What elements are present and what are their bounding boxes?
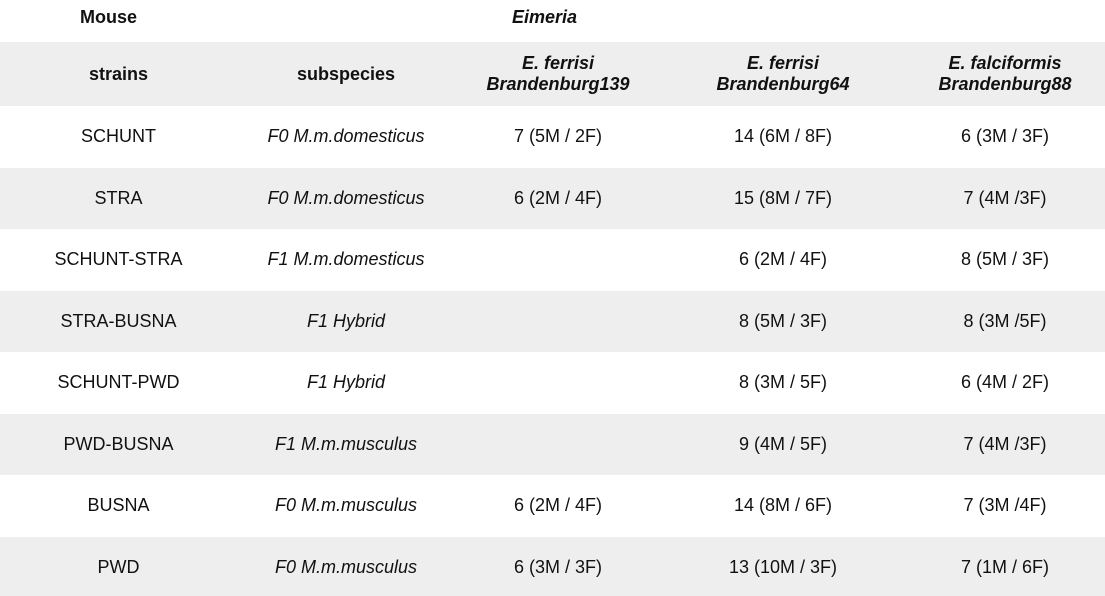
cell-parasite-1: 6 (2M / 4F) [513,187,602,208]
cell-parasite-1 [455,229,661,291]
cell-parasite-2: 8 (5M / 3F) [738,310,827,331]
table-row: STRA-BUSNA F1 Hybrid 8 (5M / 3F) 8 (3M /… [0,290,1105,353]
cell-strain: STRA [94,187,143,208]
header-parasite-3-species: E. falciformis [948,53,1062,73]
cell-strain: SCHUNT-PWD [57,372,180,393]
cell-parasite-3: 7 (1M / 6F) [960,556,1049,577]
column-header-row: strains subspecies E. ferrisi Brandenbur… [0,42,1105,106]
cell-subspecies: F0 M.m.musculus [274,556,418,577]
table-row: SCHUNT-PWD F1 Hybrid 8 (3M / 5F) 6 (4M /… [0,352,1105,414]
mouse-group-label: Mouse [80,7,138,27]
cell-parasite-1: 6 (2M / 4F) [513,495,602,516]
cell-parasite-1 [455,291,661,353]
cell-strain: SCHUNT-STRA [54,249,183,270]
cell-parasite-3: 7 (4M /3F) [963,433,1047,454]
cell-parasite-2: 14 (6M / 8F) [733,126,833,147]
cell-parasite-3: 7 (4M /3F) [963,187,1047,208]
cell-parasite-1: 7 (5M / 2F) [513,126,602,147]
cell-parasite-2: 9 (4M / 5F) [738,433,827,454]
cell-subspecies: F1 M.m.domesticus [267,249,425,270]
cell-parasite-2: 14 (8M / 6F) [733,495,833,516]
cell-subspecies: F1 Hybrid [306,372,386,393]
cell-strain: BUSNA [87,495,150,516]
cell-subspecies: F0 M.m.musculus [274,495,418,516]
table-row: BUSNA F0 M.m.musculus 6 (2M / 4F) 14 (8M… [0,475,1105,537]
header-parasite-1: E. ferrisi Brandenburg139 [455,42,661,106]
cell-parasite-3: 8 (3M /5F) [963,310,1047,331]
header-parasite-2: E. ferrisi Brandenburg64 [661,42,905,106]
cell-subspecies: F1 Hybrid [306,310,386,331]
table-row: PWD F0 M.m.musculus 6 (3M / 3F) 13 (10M … [0,536,1105,596]
header-parasite-2-isolate: Brandenburg64 [716,74,850,94]
header-subspecies: subspecies [296,63,396,84]
cell-parasite-3: 6 (4M / 2F) [960,372,1049,393]
cell-strain: STRA-BUSNA [60,310,177,331]
cell-parasite-2: 13 (10M / 3F) [728,556,838,577]
header-parasite-1-species: E. ferrisi [521,53,595,73]
cell-subspecies: F0 M.m.domesticus [267,126,425,147]
cell-parasite-2: 6 (2M / 4F) [738,249,827,270]
table-row: SCHUNT F0 M.m.domesticus 7 (5M / 2F) 14 … [0,106,1105,168]
infection-table: strains subspecies E. ferrisi Brandenbur… [0,42,1105,596]
cell-parasite-3: 6 (3M / 3F) [960,126,1049,147]
header-parasite-2-species: E. ferrisi [746,53,820,73]
cell-parasite-1 [455,414,661,476]
cell-strain: PWD [97,556,140,577]
cell-subspecies: F1 M.m.musculus [274,433,418,454]
header-parasite-3: E. falciformis Brandenburg88 [905,42,1105,106]
cell-parasite-3: 7 (3M /4F) [963,495,1047,516]
eimeria-group-label: Eimeria [512,7,578,27]
cell-strain: SCHUNT [81,126,156,147]
table-group-header: Mouse Eimeria [0,0,1105,42]
table-row: PWD-BUSNA F1 M.m.musculus 9 (4M / 5F) 7 … [0,413,1105,476]
cell-parasite-1 [455,352,661,414]
table-row: SCHUNT-STRA F1 M.m.domesticus 6 (2M / 4F… [0,229,1105,291]
cell-parasite-1: 6 (3M / 3F) [513,556,602,577]
cell-strain: PWD-BUSNA [63,433,174,454]
cell-subspecies: F0 M.m.domesticus [267,187,425,208]
table-row: STRA F0 M.m.domesticus 6 (2M / 4F) 15 (8… [0,167,1105,229]
cell-parasite-2: 8 (3M / 5F) [738,372,827,393]
header-parasite-1-isolate: Brandenburg139 [486,74,630,94]
cell-parasite-3: 8 (5M / 3F) [960,249,1049,270]
header-strains: strains [88,63,149,84]
cell-parasite-2: 15 (8M / 7F) [733,187,833,208]
header-parasite-3-isolate: Brandenburg88 [938,74,1072,94]
